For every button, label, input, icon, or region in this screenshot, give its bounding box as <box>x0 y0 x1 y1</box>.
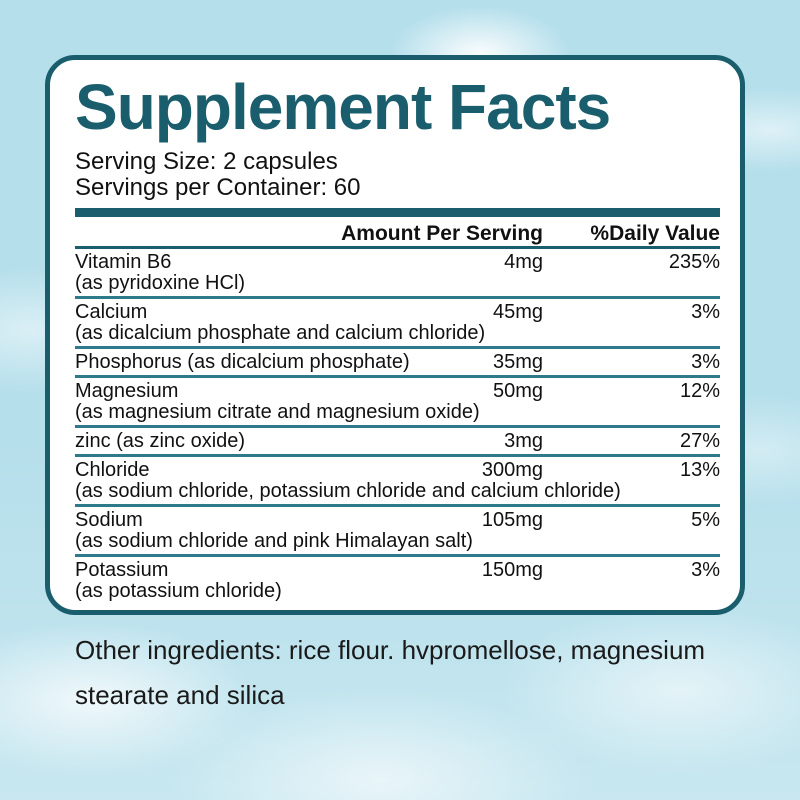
table-row: Vitamin B6 (as pyridoxine HCl) 4mg 235% <box>75 249 720 300</box>
nutrient-name: Chloride <box>75 459 150 482</box>
nutrient-amount: 4mg <box>504 251 543 274</box>
servings-per-container: Servings per Container: 60 <box>75 174 361 202</box>
other-ingredients-text: Other ingredients: rice flour. hvpromell… <box>75 635 706 710</box>
nutrient-daily-value: 13% <box>679 459 720 482</box>
nutrient-name: zinc (as zinc oxide) <box>75 430 246 453</box>
nutrient-amount: 50mg <box>492 380 543 403</box>
nutrient-name-cell: zinc (as zinc oxide) <box>75 431 720 452</box>
nutrient-name: Phosphorus (as dicalcium phosphate) <box>75 351 410 374</box>
nutrient-detail: (as magnesium citrate and magnesium oxid… <box>75 401 480 424</box>
nutrient-daily-value: 12% <box>679 380 720 403</box>
nutrient-detail: (as dicalcium phosphate and calcium chlo… <box>75 322 486 345</box>
nutrient-amount: 3mg <box>504 430 543 453</box>
nutrient-amount: 35mg <box>492 351 543 374</box>
table-row: zinc (as zinc oxide) 3mg 27% <box>75 428 720 458</box>
nutrient-name: Potassium <box>75 559 169 582</box>
nutrient-daily-value: 27% <box>679 430 720 453</box>
nutrient-daily-value: 3% <box>691 301 720 324</box>
table-row: Sodium (as sodium chloride and pink Himal… <box>75 507 720 558</box>
nutrient-name-cell: Vitamin B6 (as pyridoxine HCl) <box>75 252 720 294</box>
table-header-row: Amount Per Serving %Daily Value <box>75 217 720 250</box>
divider-thick-bar <box>75 208 720 218</box>
nutrient-name: Vitamin B6 <box>75 251 172 274</box>
nutrient-detail: (as sodium chloride and pink Himalayan s… <box>75 530 473 553</box>
nutrient-amount: 105mg <box>481 509 543 532</box>
nutrient-detail: (as pyridoxine HCl) <box>75 272 246 295</box>
table-row: Chloride (as sodium chloride, potassium c… <box>75 457 720 508</box>
panel-title: Supplement Facts <box>75 71 611 143</box>
table-row: Potassium (as potassium chloride) 150mg 3% <box>75 557 720 604</box>
nutrient-amount: 45mg <box>492 301 543 324</box>
nutrient-name-cell: Phosphorus (as dicalcium phosphate) <box>75 352 720 373</box>
serving-size: Serving Size: 2 capsules <box>75 148 338 176</box>
nutrient-name: Calcium <box>75 301 148 324</box>
table-row: Calcium (as dicalcium phosphate and calci… <box>75 299 720 350</box>
table-row: Phosphorus (as dicalcium phosphate) 35mg 3… <box>75 349 720 379</box>
nutrient-name-cell: Sodium (as sodium chloride and pink Himal… <box>75 510 720 552</box>
nutrient-detail: (as potassium chloride) <box>75 580 282 603</box>
nutrient-name-cell: Potassium (as potassium chloride) <box>75 560 720 602</box>
nutrient-amount: 150mg <box>481 559 543 582</box>
nutrient-daily-value: 3% <box>691 351 720 374</box>
nutrient-name-cell: Magnesium (as magnesium citrate and magne… <box>75 381 720 423</box>
table-row: Magnesium (as magnesium citrate and magne… <box>75 378 720 429</box>
nutrient-detail: (as sodium chloride, potassium chloride … <box>75 480 621 503</box>
supplement-facts-panel: Supplement Facts Serving Size: 2 capsule… <box>45 55 745 615</box>
nutrient-name-cell: Calcium (as dicalcium phosphate and calci… <box>75 302 720 344</box>
nutrient-name: Magnesium <box>75 380 179 403</box>
nutrient-daily-value: 3% <box>691 559 720 582</box>
nutrient-daily-value: 235% <box>668 251 720 274</box>
facts-table-body: Vitamin B6 (as pyridoxine HCl) 4mg 235% Calc… <box>75 249 720 604</box>
daily-value-header: %Daily Value <box>590 222 720 246</box>
nutrient-daily-value: 5% <box>691 509 720 532</box>
nutrient-name-cell: Chloride (as sodium chloride, potassium c… <box>75 460 720 502</box>
amount-per-serving-header: Amount Per Serving <box>341 222 543 246</box>
nutrient-name: Sodium <box>75 509 143 532</box>
nutrient-amount: 300mg <box>481 459 543 482</box>
